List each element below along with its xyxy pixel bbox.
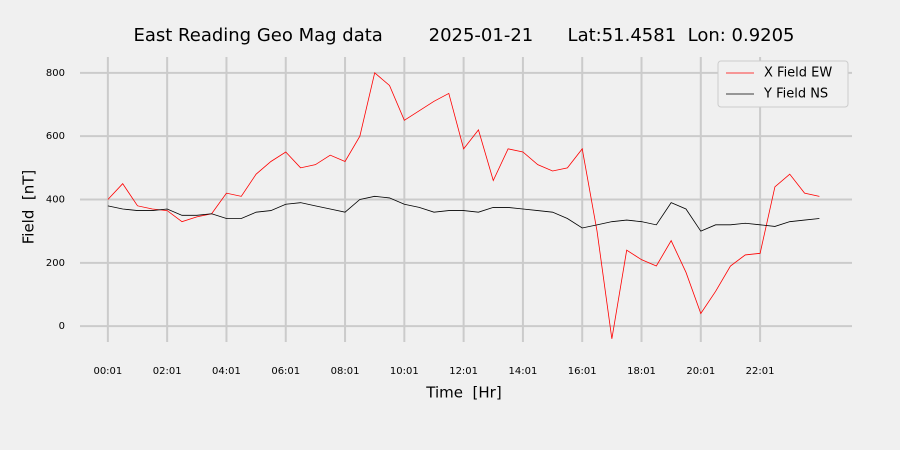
data-line bbox=[107, 195, 820, 232]
x-tick-label: 20:01 bbox=[686, 366, 715, 377]
legend-box bbox=[717, 60, 849, 108]
x-tick-label: 12:01 bbox=[449, 366, 478, 377]
legend-label: Y Field NS bbox=[763, 87, 828, 102]
y-tick-label: 200 bbox=[46, 258, 65, 269]
data-line bbox=[107, 72, 820, 339]
x-tick-label: 16:01 bbox=[568, 366, 597, 377]
y-tick-label: 800 bbox=[46, 68, 65, 79]
y-tick-label: 0 bbox=[59, 321, 65, 332]
x-tick-label: 00:01 bbox=[93, 366, 122, 377]
x-tick-label: 06:01 bbox=[271, 366, 300, 377]
y-axis-label: Field [nT] bbox=[20, 170, 38, 245]
y-tick-label: 400 bbox=[46, 195, 65, 206]
x-tick-label: 14:01 bbox=[509, 366, 538, 377]
x-tick-label: 08:01 bbox=[331, 366, 360, 377]
x-axis-label: Time [Hr] bbox=[425, 384, 501, 402]
chart-title: East Reading Geo Mag data 2025-01-21 Lat… bbox=[133, 25, 794, 46]
y-tick-label: 600 bbox=[46, 131, 65, 142]
x-tick-label: 18:01 bbox=[627, 366, 656, 377]
x-tick-label: 22:01 bbox=[746, 366, 775, 377]
x-tick-label: 02:01 bbox=[153, 366, 182, 377]
x-tick-label: 04:01 bbox=[212, 366, 241, 377]
legend-label: X Field EW bbox=[764, 66, 832, 81]
x-tick-label: 10:01 bbox=[390, 366, 419, 377]
